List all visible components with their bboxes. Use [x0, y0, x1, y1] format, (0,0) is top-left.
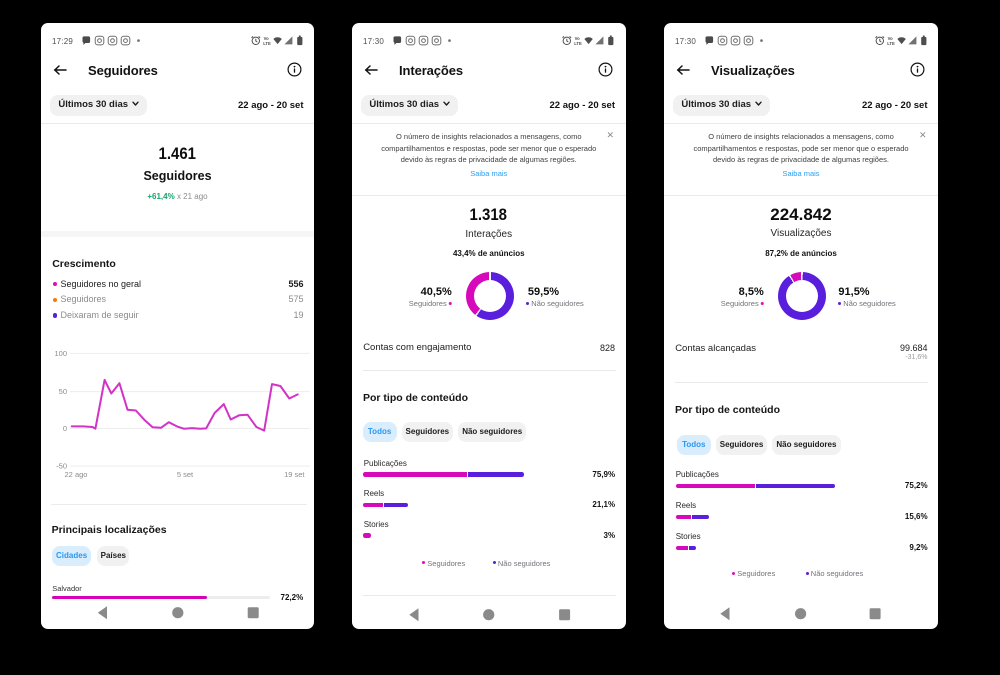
svg-text:-50: -50 [56, 462, 67, 471]
svg-text:5 set: 5 set [177, 470, 194, 479]
svg-text:19 set: 19 set [284, 470, 305, 479]
svg-text:100: 100 [54, 349, 67, 358]
svg-text:LTE: LTE [574, 40, 582, 45]
svg-text:LTE: LTE [887, 40, 895, 45]
svg-text:Vo: Vo [575, 36, 580, 41]
svg-text:50: 50 [59, 387, 67, 396]
svg-text:0: 0 [63, 424, 67, 433]
svg-text:LTE: LTE [263, 40, 271, 45]
svg-text:Vo: Vo [264, 36, 269, 41]
svg-text:22 ago: 22 ago [65, 470, 88, 479]
svg-text:Vo: Vo [888, 36, 893, 41]
